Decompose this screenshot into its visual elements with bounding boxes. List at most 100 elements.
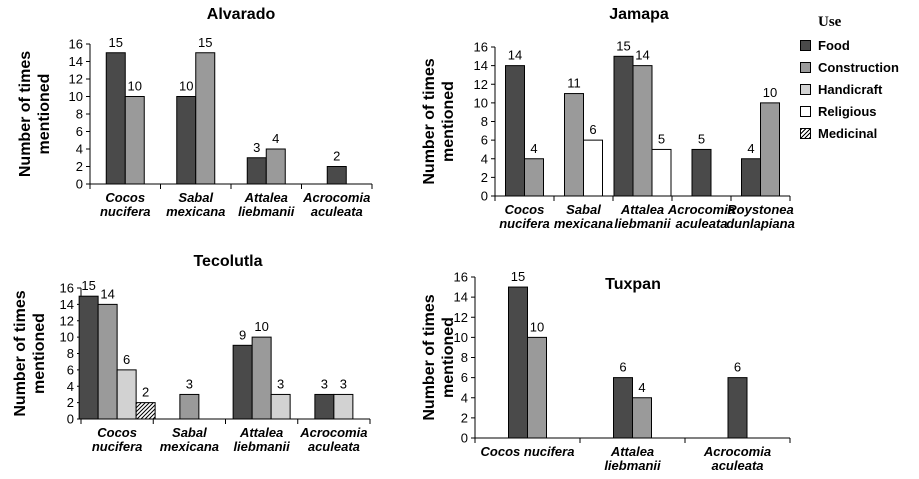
bar-tecolutla-acrocomia-aculeata-handicraft bbox=[333, 393, 354, 420]
chart-jamapa: Jamapa Number of times mentioned 0 2 4 6 8 10 12 1… bbox=[421, 6, 795, 231]
bar-value-label: 15 bbox=[198, 35, 212, 50]
y-tick-label: 6 bbox=[481, 133, 488, 148]
bar-tuxpan-acrocomia-aculeata-food bbox=[727, 377, 748, 439]
bar-alvarado-acrocomia-aculeata-food bbox=[326, 166, 347, 185]
legend-label-medicinal: Medicinal bbox=[818, 125, 878, 141]
x-category-label-line: Cocos bbox=[97, 425, 137, 440]
y-tick-label: 2 bbox=[67, 395, 74, 410]
y-tick-label: 16 bbox=[69, 37, 83, 52]
bar-value-label: 6 bbox=[123, 352, 130, 367]
y-axis-label-line: Number of times bbox=[17, 51, 34, 177]
bar-alvarado-cocos-nucifera-construction bbox=[124, 96, 145, 185]
y-tick-label: 10 bbox=[60, 330, 74, 345]
x-category-label-line: Cocos bbox=[105, 190, 145, 205]
y-tick-label: 6 bbox=[67, 362, 74, 377]
x-category-label-line: Cocos nucifera bbox=[481, 444, 575, 459]
x-category-label-line: liebmanii bbox=[233, 439, 290, 454]
chart-title-alvarado: Alvarado bbox=[207, 6, 276, 23]
bar-jamapa-cocos-nucifera-food bbox=[505, 65, 525, 197]
y-tick-label: 14 bbox=[454, 290, 468, 305]
bar-tecolutla-cocos-nucifera-medicinal bbox=[135, 402, 156, 420]
y-tick-label: 12 bbox=[69, 72, 83, 87]
y-axis-label-line: mentioned bbox=[31, 313, 48, 394]
y-tick-label: 8 bbox=[67, 346, 74, 361]
x-category-label-line: mexicana bbox=[166, 204, 225, 219]
y-tick-label: 16 bbox=[474, 40, 488, 55]
x-category-label: Cocos nucifera bbox=[481, 444, 575, 459]
bar-tecolutla-attalea-liebmanii-handicraft bbox=[270, 393, 291, 420]
x-category-label-line: nucifera bbox=[92, 439, 143, 454]
bar-value-label: 4 bbox=[272, 131, 279, 146]
bar-value-label: 6 bbox=[734, 360, 741, 375]
bar-jamapa-attalea-liebmanii-construction bbox=[632, 65, 653, 197]
x-category-label: Acrocomia aculeata bbox=[667, 202, 735, 231]
y-axis-label-tuxpan: Number of times mentioned bbox=[421, 294, 457, 420]
bar-value-label: 4 bbox=[747, 141, 754, 156]
y-axis-label-line: mentioned bbox=[440, 317, 457, 398]
y-tick-label: 0 bbox=[461, 431, 468, 446]
bar-value-label: 3 bbox=[253, 140, 260, 155]
bar-value-label: 6 bbox=[589, 122, 596, 137]
x-category-label-line: Sabal bbox=[178, 190, 213, 205]
x-category-label: Acrocomia aculeata bbox=[302, 190, 370, 219]
x-category-label: Cocos nucifera bbox=[499, 202, 550, 231]
y-tick-label: 8 bbox=[461, 350, 468, 365]
chart-title-tecolutla: Tecolutla bbox=[193, 253, 262, 270]
bar-value-label: 14 bbox=[635, 48, 649, 63]
bar-value-label: 2 bbox=[333, 149, 340, 164]
y-tick-label: 6 bbox=[461, 370, 468, 385]
x-category-label-line: Attalea bbox=[239, 425, 283, 440]
bar-value-label: 3 bbox=[186, 376, 193, 391]
y-tick-label: 6 bbox=[76, 124, 83, 139]
bar-jamapa-sabal-mexicana-construction bbox=[564, 93, 584, 197]
x-category-label-line: aculeata bbox=[675, 216, 727, 231]
legend-swatch-food bbox=[800, 39, 811, 51]
x-category-label: Attalea liebmanii bbox=[614, 202, 671, 231]
bar-tecolutla-cocos-nucifera-handicraft bbox=[116, 369, 137, 420]
x-category-label-line: liebmanii bbox=[238, 204, 295, 219]
y-tick-label: 0 bbox=[481, 189, 488, 204]
x-category-label-line: aculeata bbox=[308, 439, 360, 454]
bar-value-label: 15 bbox=[109, 35, 123, 50]
bar-tecolutla-cocos-nucifera-construction bbox=[97, 303, 118, 420]
x-category-label-line: aculeata bbox=[711, 458, 763, 473]
legend-item-construction: Construction bbox=[800, 56, 915, 78]
bar-value-label: 3 bbox=[340, 376, 347, 391]
y-axis-label-tecolutla: Number of times mentioned bbox=[12, 290, 48, 416]
x-category-label-line: aculeata bbox=[311, 204, 363, 219]
bar-tuxpan-cocos-nucifera-construction bbox=[527, 336, 547, 439]
x-category-label-line: liebmanii bbox=[604, 458, 661, 473]
legend-label-construction: Construction bbox=[818, 59, 899, 75]
y-tick-label: 0 bbox=[76, 177, 83, 192]
chart-title-tuxpan: Tuxpan bbox=[605, 276, 661, 293]
bar-value-label: 10 bbox=[128, 79, 142, 94]
bar-value-label: 3 bbox=[321, 376, 328, 391]
y-tick-label: 10 bbox=[454, 330, 468, 345]
bar-jamapa-sabal-mexicana-religious bbox=[583, 139, 603, 197]
bar-tuxpan-cocos-nucifera-food bbox=[508, 286, 528, 439]
y-tick-label: 4 bbox=[67, 379, 74, 394]
bar-jamapa-acrocomia-aculeata-food bbox=[691, 148, 712, 197]
bar-tecolutla-sabal-mexicana-construction bbox=[179, 393, 200, 420]
y-tick-label: 4 bbox=[481, 151, 488, 166]
bar-value-label: 10 bbox=[254, 319, 268, 334]
y-tick-label: 4 bbox=[76, 142, 83, 157]
bar-value-label: 3 bbox=[277, 376, 284, 391]
x-category-label: Roystonea dunlapiana bbox=[726, 202, 795, 231]
bar-value-label: 14 bbox=[100, 286, 114, 301]
x-category-label-line: Sabal bbox=[566, 202, 601, 217]
x-category-label: Attalea liebmanii bbox=[233, 425, 290, 454]
bar-value-label: 5 bbox=[658, 131, 665, 146]
x-category-label: Sabal mexicana bbox=[554, 202, 613, 231]
y-tick-label: 2 bbox=[461, 410, 468, 425]
bar-value-label: 11 bbox=[567, 76, 581, 91]
bar-value-label: 10 bbox=[530, 319, 544, 334]
x-category-label-line: dunlapiana bbox=[726, 216, 795, 231]
bar-jamapa-attalea-liebmanii-food bbox=[613, 55, 634, 197]
chart-title-jamapa: Jamapa bbox=[609, 6, 669, 23]
bar-value-label: 2 bbox=[142, 385, 149, 400]
y-axis-label-line: mentioned bbox=[440, 81, 457, 162]
x-category-label-line: nucifera bbox=[499, 216, 550, 231]
x-category-label: Acrocomia aculeata bbox=[703, 444, 771, 473]
